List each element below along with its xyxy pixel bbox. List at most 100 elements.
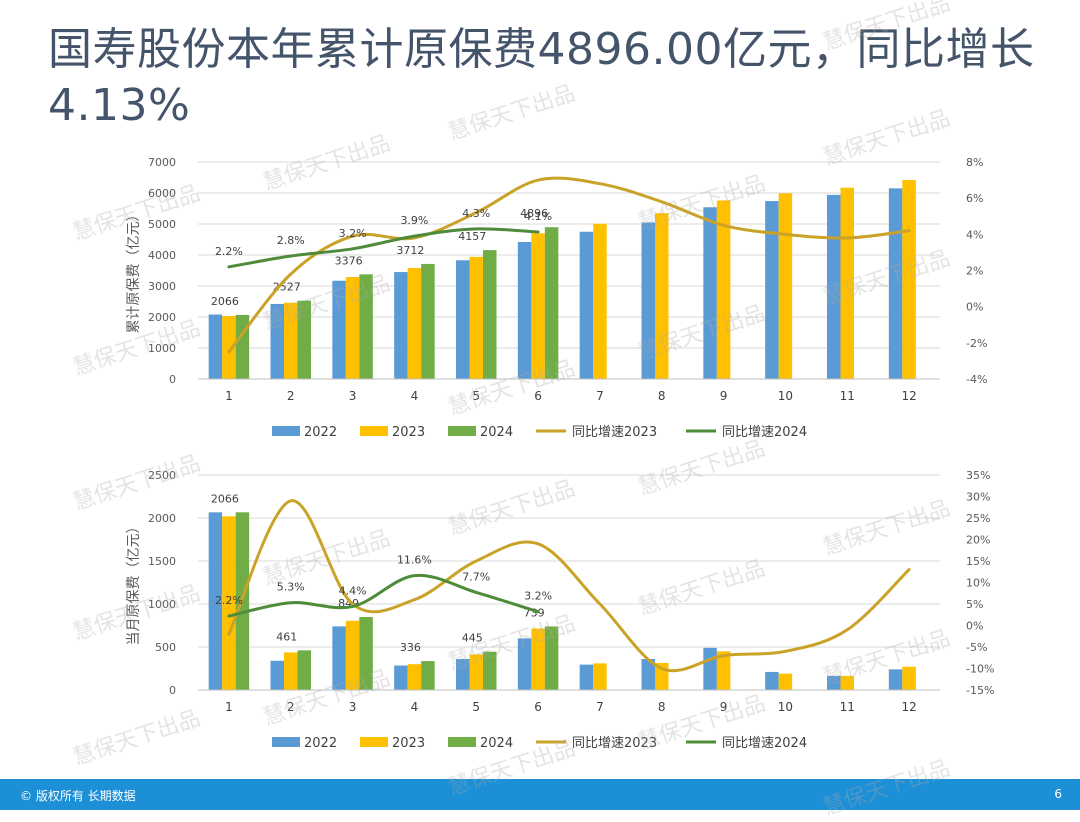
bar-2023 (902, 666, 916, 690)
bar-2022 (270, 303, 284, 379)
line-data-label: 4.3% (462, 207, 490, 220)
bar-2022 (456, 260, 470, 379)
bar-2023 (222, 316, 236, 379)
y-tick-label: 0 (169, 684, 176, 697)
bar-data-label: 4896 (520, 207, 548, 220)
bar-2024 (359, 274, 373, 379)
y2-tick-label: 30% (966, 491, 990, 504)
bar-2022 (641, 659, 655, 690)
bar-2023 (593, 663, 607, 690)
bar-2023 (778, 673, 793, 690)
legend-label: 同比增速2023 (572, 736, 657, 751)
x-tick-label: 11 (840, 389, 855, 403)
y2-tick-label: 35% (966, 469, 990, 482)
bar-2023 (902, 179, 916, 379)
y-tick-label: 4000 (148, 249, 176, 262)
bar-2022 (765, 201, 779, 379)
monthly-premium-chart: 0 500 1000 1500 2000 2500 -15% -10% -5% 0% 5% 10% 15… (0, 460, 1080, 760)
page-number: 6 (1054, 787, 1062, 801)
y2-tick-label: 5% (966, 598, 983, 611)
y2-tick-label: -15% (966, 684, 994, 697)
x-tick-label: 8 (658, 389, 666, 403)
bar-2023 (716, 200, 731, 379)
legend-label: 2023 (392, 736, 425, 751)
bar-2022 (394, 272, 408, 379)
y2-tick-label: 2% (966, 265, 983, 278)
page-title: 国寿股份本年累计原保费4896.00亿元，同比增长4.13% (48, 24, 1035, 131)
bar-data-label: 2066 (211, 295, 239, 308)
bar-2022 (888, 669, 903, 690)
footer-copyright: © 版权所有 长期数据 (20, 789, 136, 803)
x-tick-label: 12 (901, 700, 916, 714)
bar-2022 (517, 638, 532, 690)
bar-2023 (531, 233, 545, 379)
line-data-label: 4.1% (524, 210, 552, 223)
line-data-label: 3.9% (400, 214, 428, 227)
legend-label: 2023 (392, 425, 425, 440)
bar-2022 (703, 207, 717, 379)
y2-tick-label: 4% (966, 228, 983, 241)
cumulative-premium-chart-svg: 0 1000 2000 3000 4000 5000 6000 7000 -4% -2% 0% 2% 4… (126, 156, 987, 440)
y2-tick-label: 0% (966, 620, 983, 633)
x-tick-label: 1 (225, 700, 233, 714)
bar-2023 (469, 256, 483, 379)
bar-data-label: 3376 (335, 254, 363, 267)
bar-2022 (332, 280, 346, 379)
y2-tick-label: -4% (966, 373, 987, 386)
bar-2024 (544, 227, 559, 379)
legend-label: 2022 (304, 425, 337, 440)
bar-2022 (517, 241, 532, 379)
y2-tick-label: -5% (966, 641, 987, 654)
bar-2024 (297, 650, 311, 690)
y-tick-label: 500 (155, 641, 176, 654)
legend-label: 同比增速2024 (722, 425, 807, 440)
line-同比增速2024 (227, 227, 540, 269)
bar-2022 (641, 222, 655, 379)
line-data-label: 2.2% (215, 245, 243, 258)
x-tick-label: 9 (720, 700, 728, 714)
bar-2023 (469, 654, 483, 690)
bar-2024 (359, 616, 373, 690)
cumulative-premium-chart: 0 1000 2000 3000 4000 5000 6000 7000 -4% -2% 0% 2% 4… (0, 150, 1080, 450)
legend-swatch-2022 (272, 426, 300, 436)
y2-tick-label: 10% (966, 577, 990, 590)
y-tick-label: 5000 (148, 218, 176, 231)
bar-2024 (297, 300, 311, 379)
y-tick-label: 2000 (148, 512, 176, 525)
legend-label: 2022 (304, 736, 337, 751)
legend-label: 同比增速2024 (722, 736, 807, 751)
y-tick-label: 1000 (148, 342, 176, 355)
x-tick-label: 11 (840, 700, 855, 714)
x-tick-label: 3 (349, 700, 357, 714)
legend-label: 2024 (480, 736, 513, 751)
line-同比增速2023 (227, 176, 911, 354)
x-tick-label: 5 (472, 389, 480, 403)
bar-2023 (655, 213, 669, 379)
bar-2023 (593, 223, 607, 379)
bar-2024 (421, 263, 435, 379)
bar-2023 (345, 620, 360, 690)
bar-2022 (579, 231, 594, 379)
bar-2022 (765, 671, 779, 690)
line-data-label: 4.4% (339, 585, 367, 598)
line-data-label: 7.7% (462, 570, 490, 583)
y2-tick-label: -10% (966, 663, 994, 676)
bar-2024 (483, 651, 497, 690)
legend-swatch-2024 (448, 737, 476, 747)
bar-data-label: 461 (276, 630, 297, 643)
line-data-label: 5.3% (277, 581, 305, 594)
legend-swatch-2023 (360, 737, 388, 747)
y-tick-label: 0 (169, 373, 176, 386)
line-data-label: 11.6% (397, 554, 432, 567)
bar-2023 (284, 652, 298, 690)
line-同比增速2023 (227, 499, 911, 673)
bar-2023 (531, 628, 545, 690)
bar-data-label: 445 (462, 632, 483, 645)
bar-2022 (579, 664, 594, 690)
bar-2023 (840, 675, 854, 690)
line-同比增速2024 (227, 573, 540, 618)
bar-2023 (407, 664, 422, 690)
y-tick-label: 3000 (148, 280, 176, 293)
bar-2022 (332, 626, 346, 690)
bar-2022 (827, 194, 841, 379)
